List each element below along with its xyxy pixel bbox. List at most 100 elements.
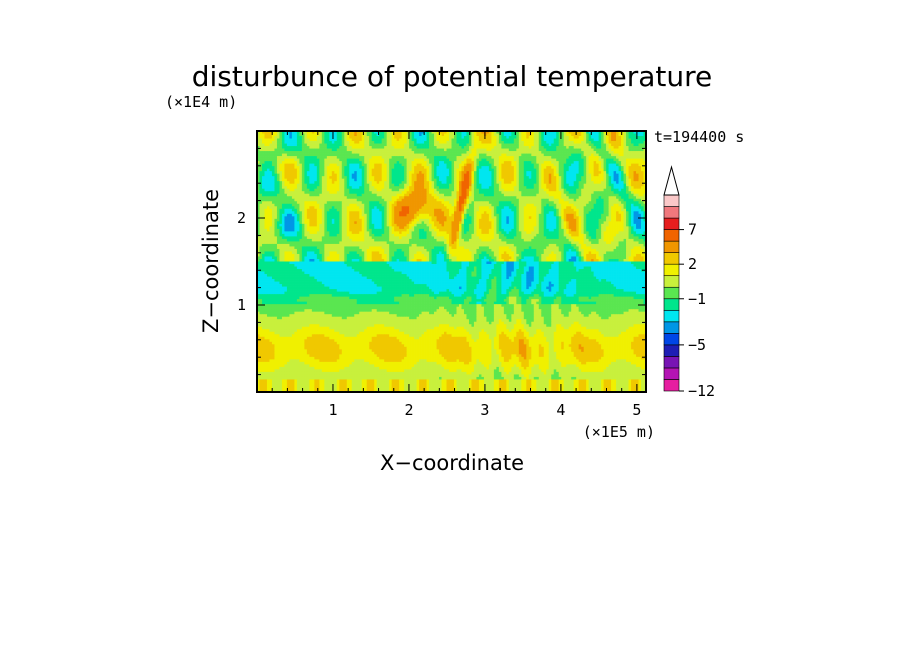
contour-cell [503, 131, 507, 134]
contour-cell [626, 206, 629, 210]
contour-cell [568, 183, 572, 187]
contour-cell [626, 148, 629, 152]
contour-cell [623, 138, 627, 142]
contour-cell [493, 191, 497, 195]
contour-cell [521, 206, 525, 210]
contour-cell [608, 173, 612, 177]
contour-cell [264, 143, 268, 147]
contour-cell [631, 171, 634, 175]
contour-cell [556, 168, 560, 172]
contour-cell [391, 201, 395, 205]
contour-cell [411, 191, 415, 195]
contour-cell [409, 171, 412, 175]
contour-cell [501, 143, 505, 147]
contour-cell [601, 171, 604, 175]
contour-cell [286, 198, 290, 202]
contour-cell [491, 188, 495, 192]
contour-cell [404, 191, 407, 195]
contour-cell [611, 148, 614, 152]
contour-cell [576, 183, 580, 187]
contour-cell [523, 198, 527, 202]
contour-cell [326, 198, 330, 202]
contour-cell [468, 166, 472, 169]
contour-cell [473, 138, 477, 142]
contour-cell [324, 191, 328, 195]
contour-cell [269, 208, 273, 212]
contour-cell [409, 203, 412, 207]
contour-cell [411, 183, 415, 187]
contour-cell [476, 168, 480, 172]
contour-cell [449, 171, 452, 175]
contour-cell [376, 181, 380, 185]
contour-cell [351, 136, 355, 139]
contour-cell [463, 148, 467, 152]
contour-cell [324, 158, 328, 162]
contour-cell [578, 188, 582, 192]
contour-cell [566, 131, 570, 134]
contour-cell [379, 206, 383, 210]
contour-cell [486, 196, 490, 200]
contour-cell [526, 166, 530, 169]
contour-cell [274, 196, 278, 200]
contour-cell [451, 158, 455, 162]
contour-cell [618, 166, 622, 169]
contour-cell [406, 178, 410, 182]
contour-cell [436, 153, 440, 157]
contour-cell [416, 136, 420, 139]
contour-cell [274, 136, 278, 139]
contour-cell [291, 203, 295, 207]
contour-cell [354, 151, 358, 154]
contour-cell [396, 163, 400, 167]
contour-cell [481, 163, 485, 167]
contour-cell [269, 188, 273, 192]
contour-cell [324, 146, 328, 149]
contour-cell [491, 183, 495, 187]
contour-cell [518, 153, 522, 157]
contour-cell [304, 168, 308, 172]
contour-cell [364, 178, 368, 182]
contour-cell [269, 181, 273, 185]
contour-cell [406, 161, 410, 164]
contour-cell [483, 141, 487, 144]
contour-cell [364, 198, 368, 202]
contour-cell [286, 143, 290, 147]
contour-cell [528, 206, 532, 210]
contour-cell [501, 198, 505, 202]
contour-cell [426, 133, 430, 137]
contour-cell [364, 138, 368, 142]
contour-cell [561, 138, 565, 142]
contour-cell [528, 176, 532, 180]
contour-cell [456, 156, 460, 159]
contour-cell [561, 158, 565, 162]
contour-cell [598, 183, 602, 187]
contour-cell [643, 186, 646, 190]
contour-cell [563, 208, 567, 212]
contour-cell [411, 143, 415, 147]
contour-cell [568, 161, 572, 164]
contour-cell [551, 131, 555, 134]
contour-cell [513, 203, 517, 207]
contour-cell [608, 158, 612, 162]
contour-cell [558, 191, 562, 195]
contour-cell [261, 188, 265, 192]
contour-cell [518, 163, 522, 167]
contour-cell [598, 146, 602, 149]
contour-cell [294, 208, 298, 212]
contour-cell [591, 166, 594, 169]
contour-cell [468, 148, 472, 152]
contour-cell [518, 181, 522, 185]
contour-cell [439, 138, 442, 142]
contour-cell [641, 138, 644, 142]
contour-cell [563, 206, 567, 210]
contour-cell [366, 131, 370, 134]
contour-cell [513, 171, 517, 175]
contour-cell [439, 188, 442, 192]
contour-cell [366, 181, 370, 185]
contour-cell [523, 191, 527, 195]
contour-cell [329, 143, 333, 147]
contour-cell [274, 176, 278, 180]
contour-cell [316, 208, 320, 212]
contour-cell [486, 206, 490, 210]
contour-cell [573, 208, 577, 212]
contour-cell [426, 138, 430, 142]
